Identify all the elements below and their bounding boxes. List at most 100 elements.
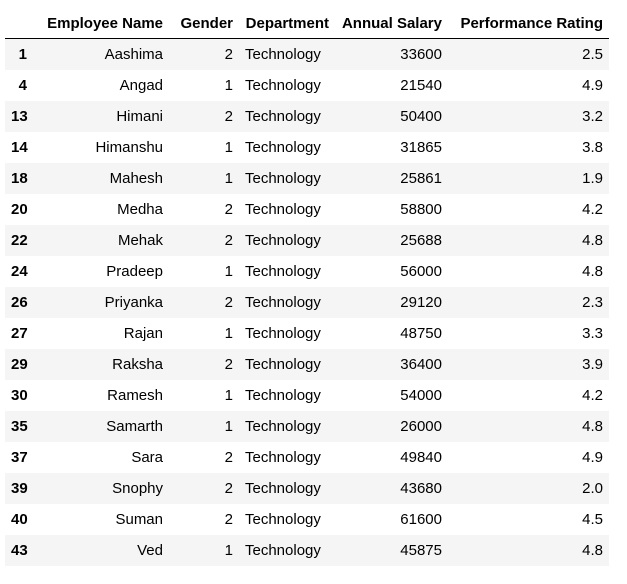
cell-gender: 1 — [224, 169, 233, 187]
row-index: 40 — [11, 510, 28, 528]
row-index: 39 — [11, 479, 28, 497]
header-index — [5, 8, 35, 39]
table-row: 20 Medha 2 Technology 58800 4.2 — [5, 193, 609, 225]
cell-annual-salary: 29120 — [400, 293, 442, 311]
cell-employee-name: Rajan — [123, 324, 163, 342]
table-row: 24 Pradeep 1 Technology 56000 4.8 — [5, 255, 609, 287]
header-gender: Gender — [169, 8, 239, 39]
cell-department: Technology — [245, 355, 321, 373]
cell-department: Technology — [245, 200, 321, 218]
table-row: 43 Ved 1 Technology 45875 4.8 — [5, 534, 609, 566]
cell-annual-salary: 25688 — [400, 231, 442, 249]
cell-annual-salary: 58800 — [400, 200, 442, 218]
cell-gender: 1 — [224, 541, 233, 559]
table-row: 18 Mahesh 1 Technology 25861 1.9 — [5, 162, 609, 194]
table-row: 1 Aashima 2 Technology 33600 2.5 — [5, 38, 609, 70]
cell-department: Technology — [245, 262, 321, 280]
cell-employee-name: Sara — [131, 448, 163, 466]
table-row: 35 Samarth 1 Technology 26000 4.8 — [5, 410, 609, 442]
row-index: 35 — [11, 417, 28, 435]
cell-performance-rating: 2.5 — [582, 45, 603, 63]
row-index: 13 — [11, 107, 28, 125]
cell-employee-name: Angad — [119, 76, 163, 94]
row-index: 27 — [11, 324, 28, 342]
row-index: 1 — [18, 45, 27, 63]
header-employee-name: Employee Name — [35, 8, 169, 39]
cell-annual-salary: 21540 — [400, 76, 442, 94]
header-department: Department — [239, 8, 335, 39]
cell-annual-salary: 56000 — [400, 262, 442, 280]
table-row: 40 Suman 2 Technology 61600 4.5 — [5, 503, 609, 535]
row-index: 30 — [11, 386, 28, 404]
cell-employee-name: Mahesh — [109, 169, 163, 187]
cell-department: Technology — [245, 541, 321, 559]
cell-performance-rating: 4.9 — [582, 76, 603, 94]
table-row: 29 Raksha 2 Technology 36400 3.9 — [5, 348, 609, 380]
table-row: 27 Rajan 1 Technology 48750 3.3 — [5, 317, 609, 349]
employee-table: Employee Name Gender Department Annual S… — [5, 8, 609, 566]
cell-employee-name: Medha — [117, 200, 163, 218]
table-header: Employee Name Gender Department Annual S… — [5, 8, 609, 39]
row-index: 14 — [11, 138, 28, 156]
cell-annual-salary: 33600 — [400, 45, 442, 63]
cell-gender: 1 — [224, 76, 233, 94]
table-row: 4 Angad 1 Technology 21540 4.9 — [5, 69, 609, 101]
cell-performance-rating: 4.8 — [582, 231, 603, 249]
table-row: 13 Himani 2 Technology 50400 3.2 — [5, 100, 609, 132]
cell-annual-salary: 36400 — [400, 355, 442, 373]
cell-annual-salary: 25861 — [400, 169, 442, 187]
cell-gender: 2 — [224, 107, 233, 125]
row-index: 37 — [11, 448, 28, 466]
cell-annual-salary: 31865 — [400, 138, 442, 156]
cell-annual-salary: 61600 — [400, 510, 442, 528]
row-index: 20 — [11, 200, 28, 218]
cell-employee-name: Suman — [115, 510, 163, 528]
cell-department: Technology — [245, 386, 321, 404]
cell-employee-name: Samarth — [106, 417, 163, 435]
cell-performance-rating: 1.9 — [582, 169, 603, 187]
cell-performance-rating: 2.0 — [582, 479, 603, 497]
cell-performance-rating: 4.2 — [582, 386, 603, 404]
cell-performance-rating: 4.8 — [582, 417, 603, 435]
header-row: Employee Name Gender Department Annual S… — [5, 8, 609, 39]
cell-performance-rating: 4.5 — [582, 510, 603, 528]
table-row: 37 Sara 2 Technology 49840 4.9 — [5, 441, 609, 473]
cell-gender: 2 — [224, 200, 233, 218]
cell-annual-salary: 43680 — [400, 479, 442, 497]
row-index: 24 — [11, 262, 28, 280]
cell-performance-rating: 3.8 — [582, 138, 603, 156]
cell-department: Technology — [245, 510, 321, 528]
cell-performance-rating: 2.3 — [582, 293, 603, 311]
row-index: 22 — [11, 231, 28, 249]
table-row: 30 Ramesh 1 Technology 54000 4.2 — [5, 379, 609, 411]
cell-performance-rating: 4.9 — [582, 448, 603, 466]
header-performance-rating: Performance Rating — [448, 8, 609, 39]
row-index: 43 — [11, 541, 28, 559]
cell-employee-name: Aashima — [104, 45, 163, 63]
cell-gender: 1 — [224, 324, 233, 342]
cell-employee-name: Ved — [137, 541, 163, 559]
cell-performance-rating: 3.3 — [582, 324, 603, 342]
cell-gender: 2 — [224, 293, 233, 311]
cell-employee-name: Ramesh — [107, 386, 163, 404]
cell-gender: 2 — [224, 45, 233, 63]
cell-employee-name: Priyanka — [104, 293, 163, 311]
cell-performance-rating: 4.8 — [582, 262, 603, 280]
cell-annual-salary: 54000 — [400, 386, 442, 404]
cell-performance-rating: 3.9 — [582, 355, 603, 373]
cell-gender: 2 — [224, 479, 233, 497]
cell-gender: 1 — [224, 417, 233, 435]
cell-gender: 1 — [224, 138, 233, 156]
cell-gender: 2 — [224, 231, 233, 249]
cell-department: Technology — [245, 76, 321, 94]
cell-department: Technology — [245, 138, 321, 156]
cell-department: Technology — [245, 45, 321, 63]
table-row: 26 Priyanka 2 Technology 29120 2.3 — [5, 286, 609, 318]
header-annual-salary: Annual Salary — [335, 8, 448, 39]
row-index: 26 — [11, 293, 28, 311]
cell-performance-rating: 4.2 — [582, 200, 603, 218]
cell-department: Technology — [245, 324, 321, 342]
row-index: 29 — [11, 355, 28, 373]
cell-department: Technology — [245, 448, 321, 466]
